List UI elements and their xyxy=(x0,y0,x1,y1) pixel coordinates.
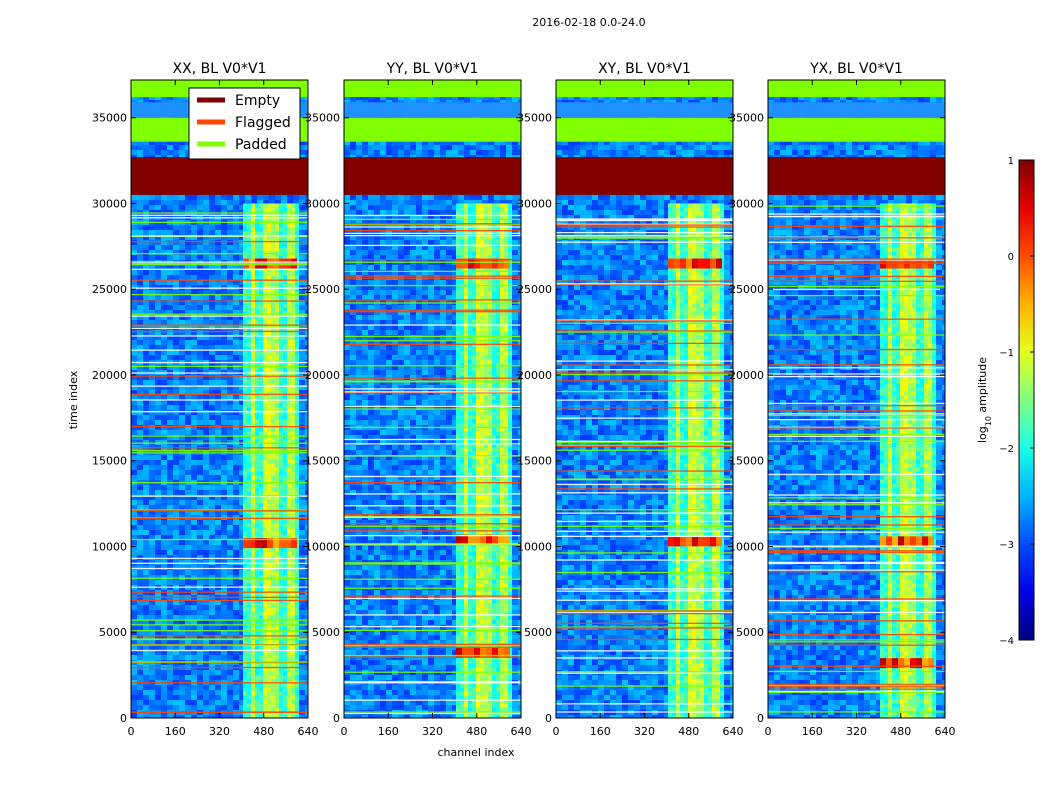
y-tick-label: 35000 xyxy=(729,112,764,125)
panel-2: XY, BL V0*V1 0 160 320 480 640 0 5000 10000 15000… xyxy=(517,61,744,738)
y-tick-label: 35000 xyxy=(92,112,127,125)
y-tick-label: 10000 xyxy=(92,540,127,553)
y-tick-label: 15000 xyxy=(305,455,340,468)
colorbar-tick-label: −3 xyxy=(999,540,1014,551)
panel-title: XX, BL V0*V1 xyxy=(173,61,267,77)
y-tick-label: 25000 xyxy=(729,283,764,296)
y-tick-label: 35000 xyxy=(517,112,552,125)
y-tick-label: 20000 xyxy=(517,369,552,382)
legend-label: Flagged xyxy=(235,115,291,131)
x-tick-label: 160 xyxy=(378,725,399,738)
y-tick-label: 0 xyxy=(333,712,340,725)
y-tick-label: 15000 xyxy=(729,455,764,468)
y-tick-label: 35000 xyxy=(305,112,340,125)
panel-0: XX, BL V0*V1 0 160 320 480 640 0 5000 10000 15000… xyxy=(92,61,319,738)
y-tick-label: 30000 xyxy=(517,197,552,210)
x-tick-label: 0 xyxy=(765,725,772,738)
panel-title: YY, BL V0*V1 xyxy=(386,61,479,77)
panels: XX, BL V0*V1 0 160 320 480 640 0 5000 10000 15000… xyxy=(92,61,956,738)
y-tick-label: 0 xyxy=(757,712,764,725)
y-tick-label: 5000 xyxy=(736,626,764,639)
x-tick-label: 320 xyxy=(846,725,867,738)
x-tick-label: 320 xyxy=(422,725,443,738)
heatmap-cells xyxy=(556,80,733,718)
colorbar-tick-label: −2 xyxy=(999,444,1014,455)
panel-1: YY, BL V0*V1 0 160 320 480 640 0 5000 10000 15000… xyxy=(305,61,532,738)
legend-label: Empty xyxy=(235,93,280,109)
colorbar-gradient xyxy=(1018,159,1035,641)
x-tick-label: 0 xyxy=(128,725,135,738)
y-tick-label: 10000 xyxy=(305,540,340,553)
x-tick-label: 160 xyxy=(165,725,186,738)
figure-title: 2016-02-18 0.0-24.0 xyxy=(532,16,645,29)
x-tick-label: 160 xyxy=(802,725,823,738)
y-tick-label: 30000 xyxy=(305,197,340,210)
y-tick-label: 10000 xyxy=(517,540,552,553)
x-tick-label: 320 xyxy=(209,725,230,738)
x-tick-label: 480 xyxy=(890,725,911,738)
y-tick-label: 20000 xyxy=(305,369,340,382)
y-tick-label: 5000 xyxy=(99,626,127,639)
y-tick-label: 20000 xyxy=(92,369,127,382)
x-tick-label: 640 xyxy=(935,725,956,738)
y-axis-label: time index xyxy=(67,370,80,429)
y-tick-label: 5000 xyxy=(524,626,552,639)
x-tick-label: 0 xyxy=(341,725,348,738)
x-tick-label: 480 xyxy=(253,725,274,738)
x-tick-label: 480 xyxy=(678,725,699,738)
x-tick-label: 160 xyxy=(590,725,611,738)
legend: Empty Flagged Padded xyxy=(188,87,301,160)
heatmap-cells xyxy=(344,80,521,718)
y-tick-label: 25000 xyxy=(92,283,127,296)
y-tick-label: 15000 xyxy=(92,455,127,468)
y-tick-label: 10000 xyxy=(729,540,764,553)
y-tick-label: 0 xyxy=(120,712,127,725)
colorbar-tick-label: 1 xyxy=(1008,156,1014,167)
x-tick-label: 640 xyxy=(511,725,532,738)
y-tick-label: 20000 xyxy=(729,369,764,382)
colorbar-tick-label: −1 xyxy=(999,348,1014,359)
x-tick-label: 480 xyxy=(466,725,487,738)
colorbar-tick-label: 0 xyxy=(1008,252,1014,263)
colorbar-label: log10 amplitude xyxy=(976,357,993,443)
x-tick-label: 320 xyxy=(634,725,655,738)
colorbar-tick-label: −4 xyxy=(999,636,1014,647)
legend-label: Padded xyxy=(235,137,287,153)
x-tick-label: 640 xyxy=(723,725,744,738)
y-tick-label: 25000 xyxy=(305,283,340,296)
heatmap-cells xyxy=(131,80,308,718)
x-tick-label: 640 xyxy=(298,725,319,738)
panel-3: YX, BL V0*V1 0 160 320 480 640 0 5000 10000 15000… xyxy=(729,61,956,738)
y-tick-label: 30000 xyxy=(729,197,764,210)
panel-title: XY, BL V0*V1 xyxy=(598,61,691,77)
heatmap-cells xyxy=(768,80,945,718)
y-tick-label: 25000 xyxy=(517,283,552,296)
y-tick-label: 5000 xyxy=(312,626,340,639)
x-axis-label: channel index xyxy=(437,746,515,759)
panel-title: YX, BL V0*V1 xyxy=(809,61,903,77)
x-tick-label: 0 xyxy=(553,725,560,738)
colorbar: 1 0 −1 −2 −3 −4 log10 amplitude xyxy=(976,156,1035,647)
y-tick-label: 0 xyxy=(545,712,552,725)
y-tick-label: 15000 xyxy=(517,455,552,468)
y-tick-label: 30000 xyxy=(92,197,127,210)
